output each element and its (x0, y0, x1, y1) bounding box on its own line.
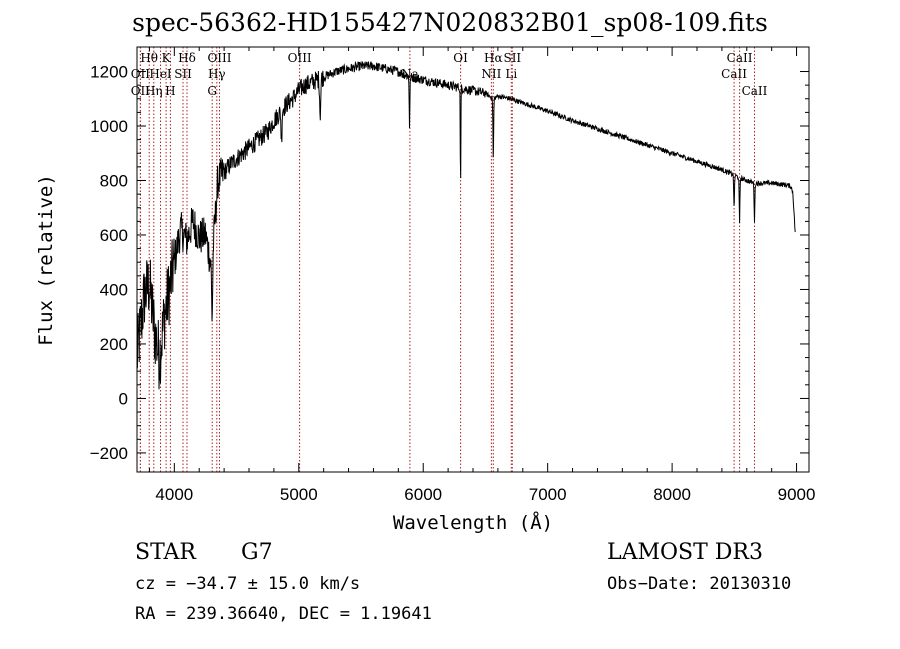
feature-label: OIII (207, 51, 231, 65)
feature-label: K (162, 51, 172, 65)
y-tick-label: 200 (100, 335, 128, 354)
feature-label: Hδ (178, 51, 196, 65)
feature-label: SII (503, 51, 521, 65)
feature-label: OII (131, 67, 151, 81)
x-axis-label: Wavelength (Å) (393, 511, 553, 534)
x-tick-label: 7000 (529, 485, 567, 504)
feature-label: HeI (149, 67, 172, 81)
y-tick-label: 600 (100, 226, 128, 245)
x-tick-label: 5000 (280, 485, 318, 504)
feature-label: CaII (721, 67, 747, 81)
survey-name: LAMOST DR3 (607, 540, 763, 565)
feature-label: Hθ (140, 51, 158, 65)
feature-label: SII (174, 67, 192, 81)
feature-label: H (165, 84, 175, 98)
y-tick-label: 1200 (90, 63, 128, 82)
plot-frame (136, 46, 810, 473)
y-tick-label: 0 (119, 389, 128, 408)
feature-label: OII (131, 84, 151, 98)
y-tick-label: 800 (100, 171, 128, 190)
feature-label: G (207, 84, 217, 98)
feature-label: Li (505, 67, 517, 81)
feature-label: OIII (288, 51, 312, 65)
spectrum-line (136, 60, 796, 390)
feature-label: Hγ (208, 67, 226, 81)
feature-label: Hη (145, 84, 163, 98)
x-tick-label: 6000 (404, 485, 442, 504)
chart-title: spec-56362-HD155427N020832B01_sp08-109.f… (132, 8, 768, 37)
x-axis: 4000 5000 6000 7000 8000 9000 (148, 47, 816, 504)
feature-label: CaII (742, 84, 768, 98)
feature-label: NII (481, 67, 501, 81)
coordinates: RA = 239.36640, DEC = 1.19641 (135, 604, 432, 624)
y-tick-label: 400 (100, 280, 128, 299)
feature-label: CaII (727, 51, 753, 65)
y-axis-label: Flux (relative) (35, 174, 57, 346)
feature-lines (139, 47, 755, 472)
y-axis: −200 0 200 400 600 800 1000 1200 (90, 63, 809, 463)
object-class: STAR (135, 540, 196, 565)
x-tick-label: 9000 (778, 485, 816, 504)
obs-date: Obs−Date: 20130310 (607, 574, 792, 594)
feature-label: Hα (484, 51, 503, 65)
y-tick-label: −200 (90, 444, 128, 463)
x-tick-label: 4000 (155, 485, 193, 504)
redshift-text: cz = −34.7 ± 15.0 km/s (135, 574, 361, 594)
feature-label: OI (453, 51, 468, 65)
x-tick-label: 8000 (653, 485, 691, 504)
y-tick-label: 1000 (90, 117, 128, 136)
feature-label: Na (401, 67, 419, 81)
subclass: G7 (241, 540, 273, 565)
